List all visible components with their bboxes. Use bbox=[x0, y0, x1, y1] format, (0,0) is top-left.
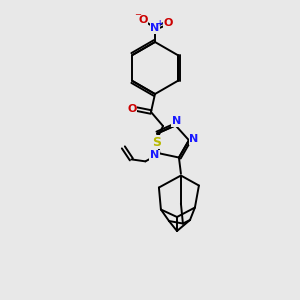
Text: N: N bbox=[172, 116, 181, 126]
Text: O: O bbox=[163, 18, 173, 28]
Text: S: S bbox=[152, 136, 161, 148]
Text: N: N bbox=[150, 23, 160, 33]
Text: −: − bbox=[134, 11, 142, 20]
Text: N: N bbox=[150, 150, 159, 161]
Text: O: O bbox=[138, 15, 148, 25]
Text: N: N bbox=[189, 134, 199, 144]
Text: +: + bbox=[156, 20, 162, 28]
Text: O: O bbox=[127, 104, 137, 114]
